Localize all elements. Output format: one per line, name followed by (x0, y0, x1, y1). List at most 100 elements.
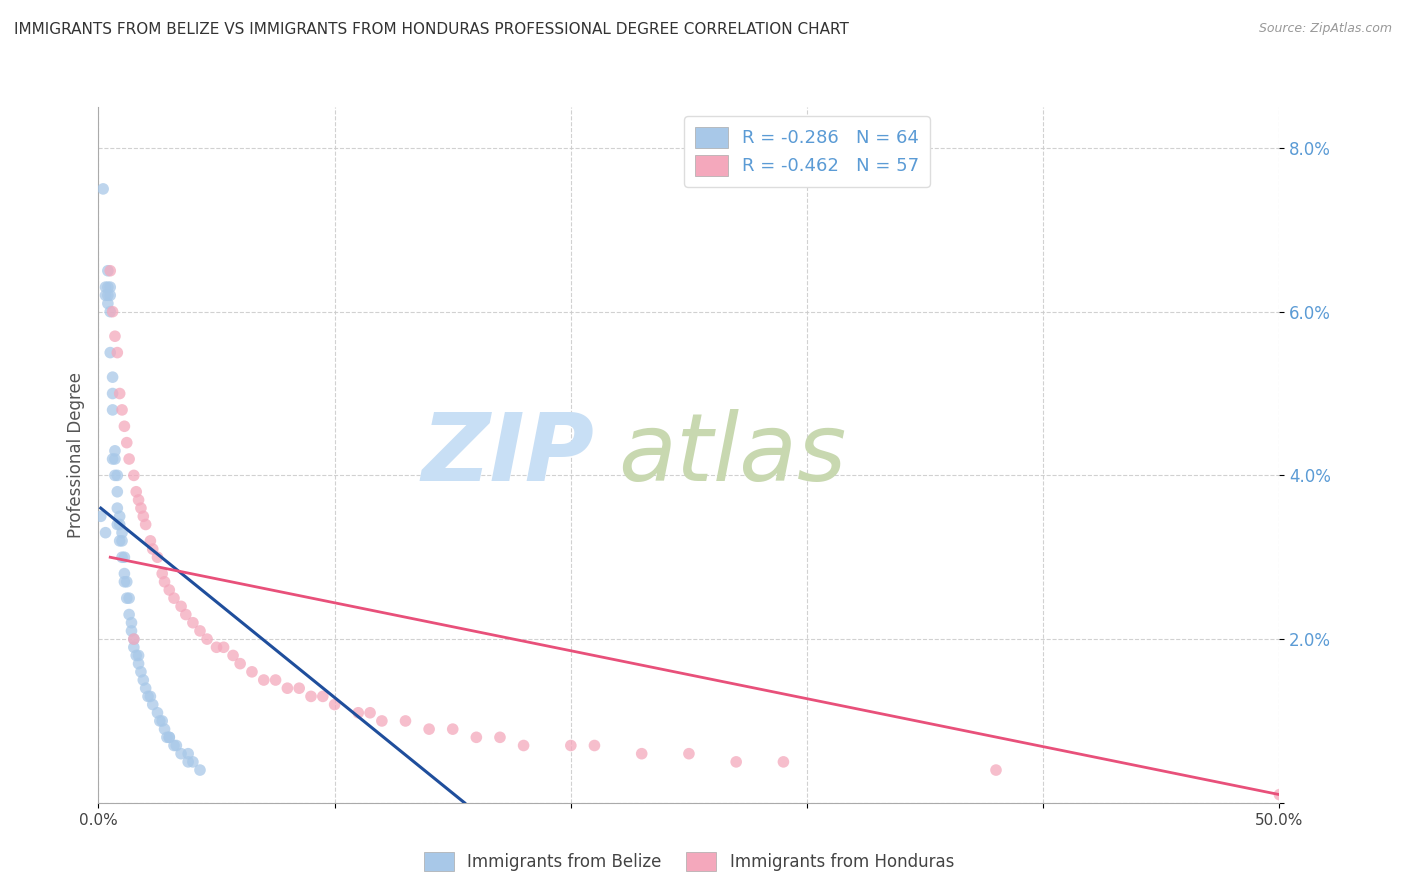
Point (108, 509, 131, 524)
Point (135, 681, 157, 696)
Point (105, 345, 128, 359)
Point (129, 501, 152, 516)
Point (112, 566, 135, 581)
Point (98, 280, 121, 294)
Point (101, 304, 124, 318)
Point (181, 755, 204, 769)
Point (163, 739, 186, 753)
Point (142, 542, 165, 557)
Point (150, 566, 173, 581)
Point (146, 706, 169, 720)
Point (512, 739, 534, 753)
Point (111, 403, 134, 417)
Point (104, 452, 127, 467)
Point (122, 632, 145, 646)
Point (101, 370, 124, 384)
Point (115, 574, 138, 589)
Point (212, 640, 235, 655)
Point (98, 288, 121, 302)
Point (264, 673, 287, 687)
Point (725, 755, 748, 769)
Point (146, 550, 169, 565)
Point (441, 722, 464, 736)
Point (115, 435, 138, 450)
Point (101, 386, 124, 401)
Point (489, 731, 512, 745)
Point (165, 739, 187, 753)
Point (112, 419, 135, 434)
Point (153, 722, 176, 736)
Point (121, 615, 143, 630)
Point (347, 706, 370, 720)
Point (105, 484, 128, 499)
Point (560, 739, 582, 753)
Point (240, 665, 263, 679)
Point (181, 615, 204, 630)
Point (94, 288, 117, 302)
Point (125, 484, 148, 499)
Point (299, 690, 322, 704)
Point (157, 731, 180, 745)
Text: IMMIGRANTS FROM BELIZE VS IMMIGRANTS FROM HONDURAS PROFESSIONAL DEGREE CORRELATI: IMMIGRANTS FROM BELIZE VS IMMIGRANTS FRO… (14, 22, 849, 37)
Point (112, 574, 135, 589)
Point (98, 304, 121, 318)
Point (139, 533, 162, 548)
Point (112, 550, 135, 565)
Point (276, 681, 298, 696)
Point (125, 648, 148, 663)
Point (115, 591, 138, 606)
Point (98, 345, 121, 359)
Point (1268, 788, 1291, 802)
Point (157, 582, 180, 597)
Point (111, 533, 134, 548)
Point (132, 509, 155, 524)
Point (174, 607, 197, 622)
Point (128, 648, 150, 663)
Point (118, 607, 141, 622)
Point (253, 673, 276, 687)
Point (188, 763, 211, 777)
Point (177, 755, 200, 769)
Point (97, 296, 120, 310)
Text: ZIP: ZIP (422, 409, 595, 501)
Point (149, 714, 172, 728)
Point (118, 452, 141, 467)
Point (97, 280, 120, 294)
Point (394, 714, 416, 728)
Point (583, 739, 606, 753)
Point (98, 264, 121, 278)
Point (772, 755, 794, 769)
Point (101, 452, 124, 467)
Point (153, 574, 176, 589)
Point (139, 690, 162, 704)
Point (323, 698, 346, 712)
Point (136, 690, 159, 704)
Text: atlas: atlas (619, 409, 846, 500)
Point (105, 501, 128, 516)
Point (128, 492, 150, 507)
Point (312, 690, 335, 704)
Point (150, 714, 173, 728)
Point (142, 698, 165, 712)
Point (128, 657, 150, 671)
Point (122, 468, 145, 483)
Point (108, 533, 131, 548)
Point (135, 517, 157, 532)
Point (122, 640, 145, 655)
Point (111, 525, 134, 540)
Point (94, 280, 117, 294)
Point (104, 329, 127, 343)
Point (108, 517, 131, 532)
Point (118, 591, 141, 606)
Point (205, 640, 228, 655)
Point (359, 706, 381, 720)
Point (177, 747, 200, 761)
Point (132, 673, 155, 687)
Point (101, 403, 124, 417)
Legend: Immigrants from Belize, Immigrants from Honduras: Immigrants from Belize, Immigrants from … (418, 846, 960, 878)
Point (170, 599, 193, 614)
Point (229, 657, 252, 671)
Point (111, 550, 134, 565)
Point (984, 763, 1007, 777)
Point (129, 665, 152, 679)
